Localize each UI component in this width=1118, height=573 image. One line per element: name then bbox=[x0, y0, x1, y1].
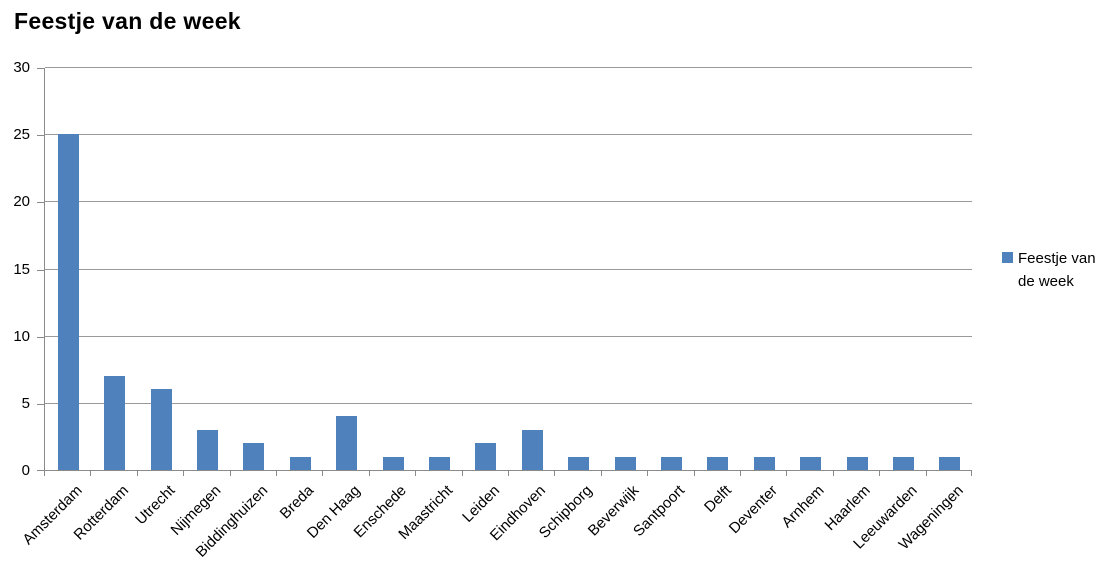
x-axis-tick bbox=[926, 471, 927, 476]
bar bbox=[104, 375, 126, 470]
x-axis-tick bbox=[90, 471, 91, 476]
x-axis-tick bbox=[230, 471, 231, 476]
y-axis-tick-label: 20 bbox=[13, 193, 30, 211]
chart-title: Feestje van de week bbox=[14, 8, 241, 34]
x-axis-tick bbox=[462, 471, 463, 476]
y-axis-tick bbox=[37, 336, 44, 338]
y-axis-tick-label: 25 bbox=[13, 126, 30, 144]
x-axis-category-label: Utrecht bbox=[131, 482, 179, 529]
x-axis-category-label: Breda bbox=[276, 482, 318, 523]
y-axis-tick-label: 10 bbox=[13, 327, 30, 345]
x-axis-tick bbox=[183, 471, 184, 476]
bar bbox=[753, 456, 775, 470]
y-axis-tick-label: 30 bbox=[13, 59, 30, 76]
x-axis-category-label: Amsterdam bbox=[18, 482, 86, 549]
bar bbox=[568, 456, 590, 470]
y-axis-tick-label: 0 bbox=[21, 462, 30, 479]
bar bbox=[800, 456, 822, 470]
bar bbox=[707, 456, 729, 470]
y-axis-tick bbox=[37, 202, 44, 204]
legend-swatch-icon bbox=[1002, 252, 1013, 263]
gridline bbox=[45, 134, 972, 136]
gridline bbox=[45, 67, 972, 68]
gridline bbox=[45, 335, 972, 337]
bar bbox=[150, 389, 172, 470]
x-axis-category-label: Delft bbox=[701, 482, 735, 516]
x-axis-tick bbox=[786, 471, 787, 476]
x-axis-tick bbox=[137, 471, 138, 476]
y-axis-tick-label: 5 bbox=[21, 394, 30, 412]
bar bbox=[892, 456, 914, 470]
bar bbox=[521, 429, 543, 470]
bar bbox=[939, 456, 961, 470]
bar bbox=[614, 456, 636, 470]
gridline bbox=[45, 268, 972, 270]
bar bbox=[475, 443, 497, 470]
plot-area bbox=[44, 67, 972, 471]
bar bbox=[289, 456, 311, 470]
bar bbox=[382, 456, 404, 470]
x-axis-tick bbox=[508, 471, 509, 476]
y-axis-tick bbox=[37, 403, 44, 405]
x-axis: Amsterdam Rotterdam Utrecht Nijmegen Bidding… bbox=[19, 471, 972, 573]
x-axis-tick bbox=[740, 471, 741, 476]
x-axis-tick bbox=[322, 471, 323, 476]
x-axis-tick bbox=[647, 471, 648, 476]
y-axis-tick bbox=[37, 135, 44, 137]
bar bbox=[336, 416, 358, 470]
bar bbox=[196, 429, 218, 470]
bar bbox=[846, 456, 868, 470]
y-axis-tick bbox=[37, 68, 44, 69]
gridline bbox=[45, 201, 972, 203]
x-axis-tick bbox=[833, 471, 834, 476]
x-axis-category-label: Leiden bbox=[458, 482, 503, 526]
bar bbox=[243, 443, 265, 470]
legend: Feestje van de week bbox=[1002, 247, 1104, 293]
bar bbox=[428, 456, 450, 470]
x-axis-category-label: Deventer bbox=[726, 482, 782, 538]
x-axis-tick bbox=[601, 471, 602, 476]
bar bbox=[57, 134, 79, 470]
bar bbox=[660, 456, 682, 470]
y-axis: 0 5 10 15 20 25 30 bbox=[0, 59, 44, 479]
y-axis-tick bbox=[37, 470, 44, 471]
x-axis-tick bbox=[415, 471, 416, 476]
legend-label: Feestje van de week bbox=[1018, 250, 1096, 290]
y-axis-tick-label: 15 bbox=[13, 260, 30, 278]
gridline bbox=[45, 402, 972, 404]
x-axis-tick bbox=[971, 471, 972, 476]
x-axis-tick bbox=[879, 471, 880, 476]
y-axis-tick bbox=[37, 269, 44, 271]
x-axis-category-label: Arnhem bbox=[778, 482, 828, 532]
x-axis-tick bbox=[694, 471, 695, 476]
x-axis-tick bbox=[44, 471, 45, 476]
x-axis-tick bbox=[276, 471, 277, 476]
x-axis-tick bbox=[554, 471, 555, 476]
x-axis-tick bbox=[369, 471, 370, 476]
